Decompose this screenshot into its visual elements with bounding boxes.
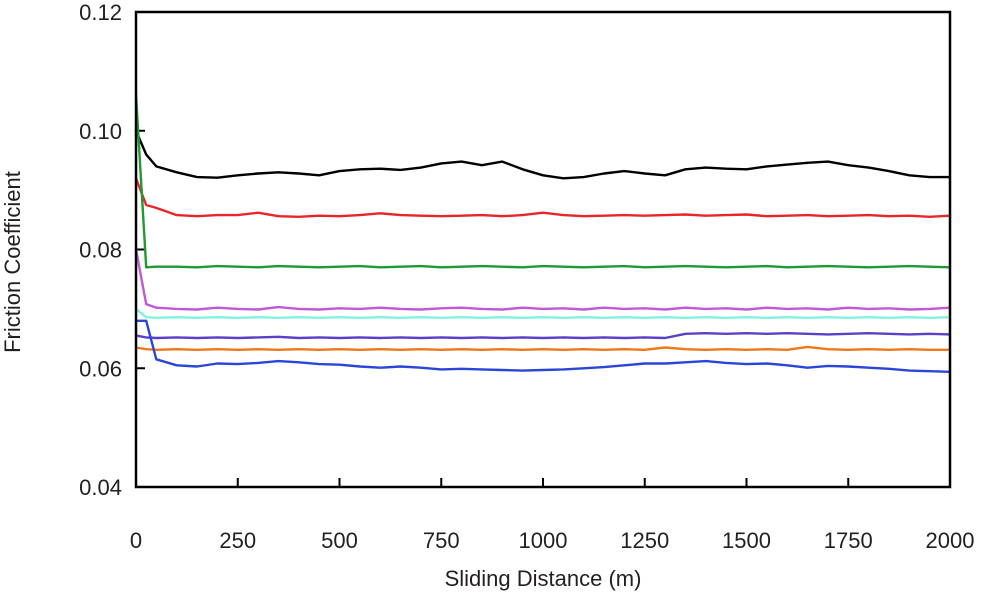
y-tick-label: 0.12	[79, 0, 122, 25]
x-tick-label: 500	[321, 528, 358, 553]
x-tick-label: 0	[130, 528, 142, 553]
series-line-5	[134, 307, 952, 319]
y-tick-label: 0.04	[79, 475, 122, 500]
series-line-2	[134, 177, 952, 219]
plot-frame	[134, 10, 952, 489]
x-axis-title: Sliding Distance (m)	[445, 566, 642, 591]
series-line-1	[134, 129, 952, 180]
series-line-4	[134, 248, 952, 311]
series-lines	[134, 93, 952, 373]
x-tick-labels: 0 250 500 750 1000 1250 1500 1750 2000	[130, 528, 975, 553]
x-tick-label: 1250	[620, 528, 669, 553]
x-tick-label: 1500	[722, 528, 771, 553]
axis-ticks	[135, 11, 951, 488]
y-tick-label: 0.10	[79, 119, 122, 144]
x-tick-label: 2000	[926, 528, 975, 553]
y-tick-label: 0.06	[79, 356, 122, 381]
x-tick-label: 1750	[824, 528, 873, 553]
series-line-7	[134, 345, 952, 351]
series-line-8	[134, 319, 952, 373]
series-line-3	[134, 93, 952, 269]
x-tick-label: 750	[423, 528, 460, 553]
y-tick-label: 0.08	[79, 238, 122, 263]
x-tick-label: 250	[219, 528, 256, 553]
y-axis-title: Friction Coefficient	[0, 171, 25, 353]
series-line-6	[134, 332, 952, 340]
y-tick-labels: 0.04 0.06 0.08 0.10 0.12	[79, 0, 122, 500]
x-tick-label: 1000	[519, 528, 568, 553]
